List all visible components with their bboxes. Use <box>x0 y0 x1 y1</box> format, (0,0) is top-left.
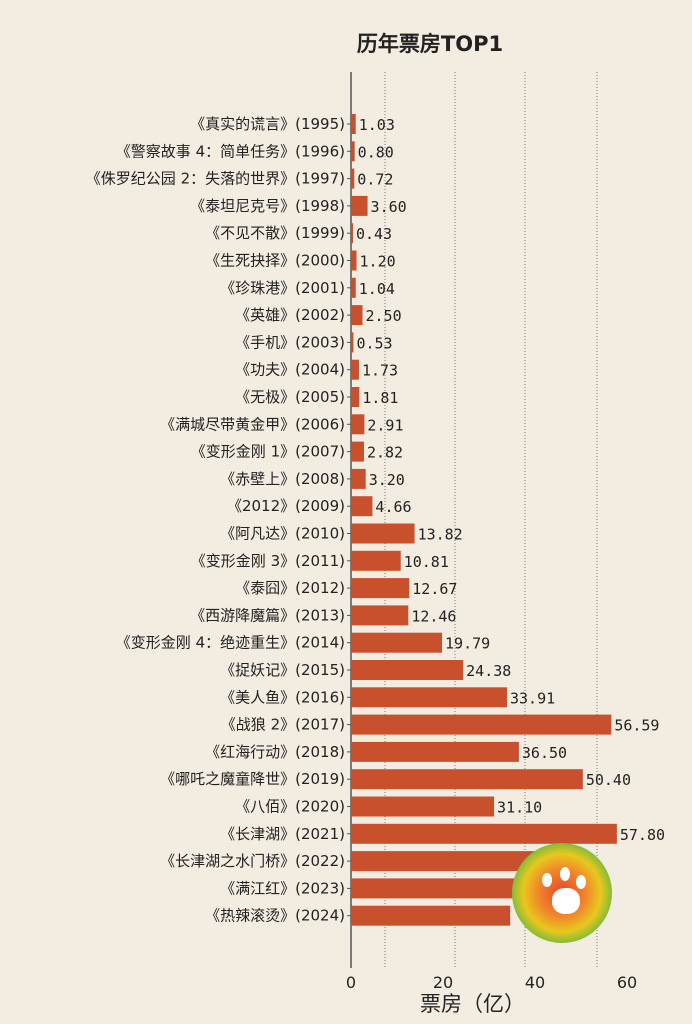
bar <box>351 359 359 380</box>
bar <box>351 305 363 326</box>
value-label: 33.91 <box>510 689 555 707</box>
value-label: 3.20 <box>369 471 405 489</box>
value-label: 1.20 <box>360 253 396 271</box>
x-axis-label: 票房（亿） <box>420 992 525 1016</box>
bar <box>351 632 443 653</box>
category-label: 《变形金刚 1》(2007) <box>191 443 345 461</box>
value-label: 50.40 <box>586 771 631 789</box>
bar <box>351 441 364 462</box>
bar <box>351 496 373 517</box>
x-tick-label: 0 <box>346 973 356 992</box>
bar <box>351 905 511 926</box>
paw-icon <box>552 888 580 914</box>
bar <box>351 796 495 817</box>
category-label: 《英雄》(2002) <box>235 306 345 324</box>
category-label: 《热辣滚烫》(2024) <box>205 907 345 925</box>
value-label: 2.82 <box>367 444 403 462</box>
value-label: 19.79 <box>445 635 490 653</box>
bar <box>351 769 583 790</box>
category-label: 《泰坦尼克号》(1998) <box>190 197 345 215</box>
chart-title: 历年票房TOP1 <box>356 32 504 56</box>
bar <box>351 387 360 407</box>
x-tick-label: 60 <box>617 973 637 992</box>
value-label: 12.46 <box>411 607 456 625</box>
category-label: 《长津湖》(2021) <box>220 825 345 843</box>
category-label: 《长津湖之水门桥》(2022) <box>160 852 345 870</box>
bar <box>351 223 353 244</box>
value-label: 0.80 <box>358 143 394 161</box>
bar <box>351 660 464 680</box>
value-label: 13.82 <box>418 526 463 544</box>
category-label: 《2012》(2009) <box>227 497 345 515</box>
category-label: 《功夫》(2004) <box>235 361 345 379</box>
category-label: 《哪吒之魔童降世》(2019) <box>160 770 345 788</box>
category-label: 《红海行动》(2018) <box>205 743 345 761</box>
bar <box>351 468 366 489</box>
bar <box>351 687 507 708</box>
bar <box>351 578 410 599</box>
value-label: 0.72 <box>357 171 393 189</box>
x-tick-label: 40 <box>525 973 545 992</box>
value-label: 2.50 <box>366 307 402 325</box>
category-label: 《美人鱼》(2016) <box>220 688 345 706</box>
value-label: 24.38 <box>466 662 511 680</box>
value-label: 56.59 <box>614 717 659 735</box>
bar <box>351 141 355 162</box>
category-label: 《变形金刚 3》(2011) <box>191 552 345 570</box>
value-label: 36.50 <box>522 744 567 762</box>
value-label: 1.04 <box>359 280 395 298</box>
bar <box>351 605 409 626</box>
category-label: 《满江红》(2023) <box>220 879 345 897</box>
category-label: 《警察故事 4：简单任务》(1996) <box>116 142 345 160</box>
value-label: 1.73 <box>362 362 398 380</box>
value-label: 3.60 <box>371 198 407 216</box>
category-label: 《手机》(2003) <box>235 333 345 351</box>
bar <box>351 168 355 189</box>
bar <box>351 114 356 134</box>
value-label: 1.03 <box>359 116 395 134</box>
value-label: 0.43 <box>356 225 392 243</box>
value-label: 2.91 <box>367 416 403 434</box>
watermark-logo <box>512 843 612 943</box>
bar <box>351 550 401 571</box>
bar <box>351 851 539 872</box>
x-tick-label: 20 <box>433 973 453 992</box>
category-label: 《阿凡达》(2010) <box>220 525 345 543</box>
category-label: 《赤壁上》(2008) <box>220 470 345 488</box>
value-label: 57.80 <box>620 826 665 844</box>
category-label: 《生死抉择》(2000) <box>205 252 345 270</box>
value-label: 12.67 <box>412 580 457 598</box>
category-label: 《无极》(2005) <box>235 388 345 406</box>
bar <box>351 741 519 762</box>
category-label: 《珍珠港》(2001) <box>220 279 345 297</box>
value-label: 1.81 <box>362 389 398 407</box>
bar <box>351 414 365 435</box>
value-label: 0.53 <box>356 334 392 352</box>
bar <box>351 250 357 271</box>
category-label: 《捉妖记》(2015) <box>220 661 345 679</box>
value-label: 4.66 <box>375 498 411 516</box>
value-label: 10.81 <box>404 553 449 571</box>
category-label: 《八佰》(2020) <box>235 798 345 816</box>
bar <box>351 195 368 216</box>
category-label: 《西游降魔篇》(2013) <box>190 606 345 624</box>
category-label: 《侏罗纪公园 2：失落的世界》(1997) <box>86 170 345 188</box>
bar <box>351 277 356 298</box>
bar <box>351 878 561 899</box>
category-label: 《不见不散》(1999) <box>205 224 345 242</box>
category-label: 《满城尽带黄金甲》(2006) <box>160 415 345 433</box>
bar <box>351 523 415 544</box>
category-label: 《变形金刚 4：绝迹重生》(2014) <box>116 634 345 652</box>
category-label: 《真实的谎言》(1995) <box>190 115 345 133</box>
category-label: 《泰囧》(2012) <box>235 579 345 597</box>
bar <box>351 714 612 735</box>
value-label: 31.10 <box>497 799 542 817</box>
bar <box>351 332 354 353</box>
bar <box>351 823 617 844</box>
category-label: 《战狼 2》(2017) <box>221 716 345 734</box>
